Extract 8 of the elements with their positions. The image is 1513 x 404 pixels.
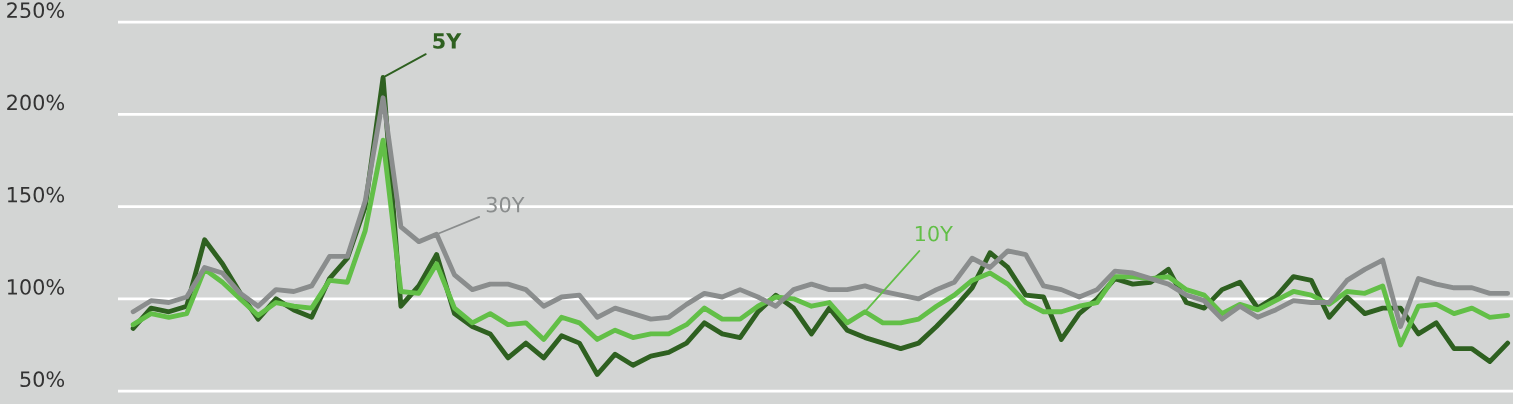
y-tick-label: 200% — [7, 94, 65, 111]
y-tick-label: 100% — [7, 279, 65, 295]
y-tick-label: 150% — [7, 186, 65, 203]
text: 30Y — [486, 196, 525, 213]
text: 10Y — [915, 225, 953, 242]
y-tick-label: 250% — [7, 2, 65, 19]
text: 5Y — [433, 33, 462, 49]
y-tick-label: 50% — [20, 371, 65, 388]
